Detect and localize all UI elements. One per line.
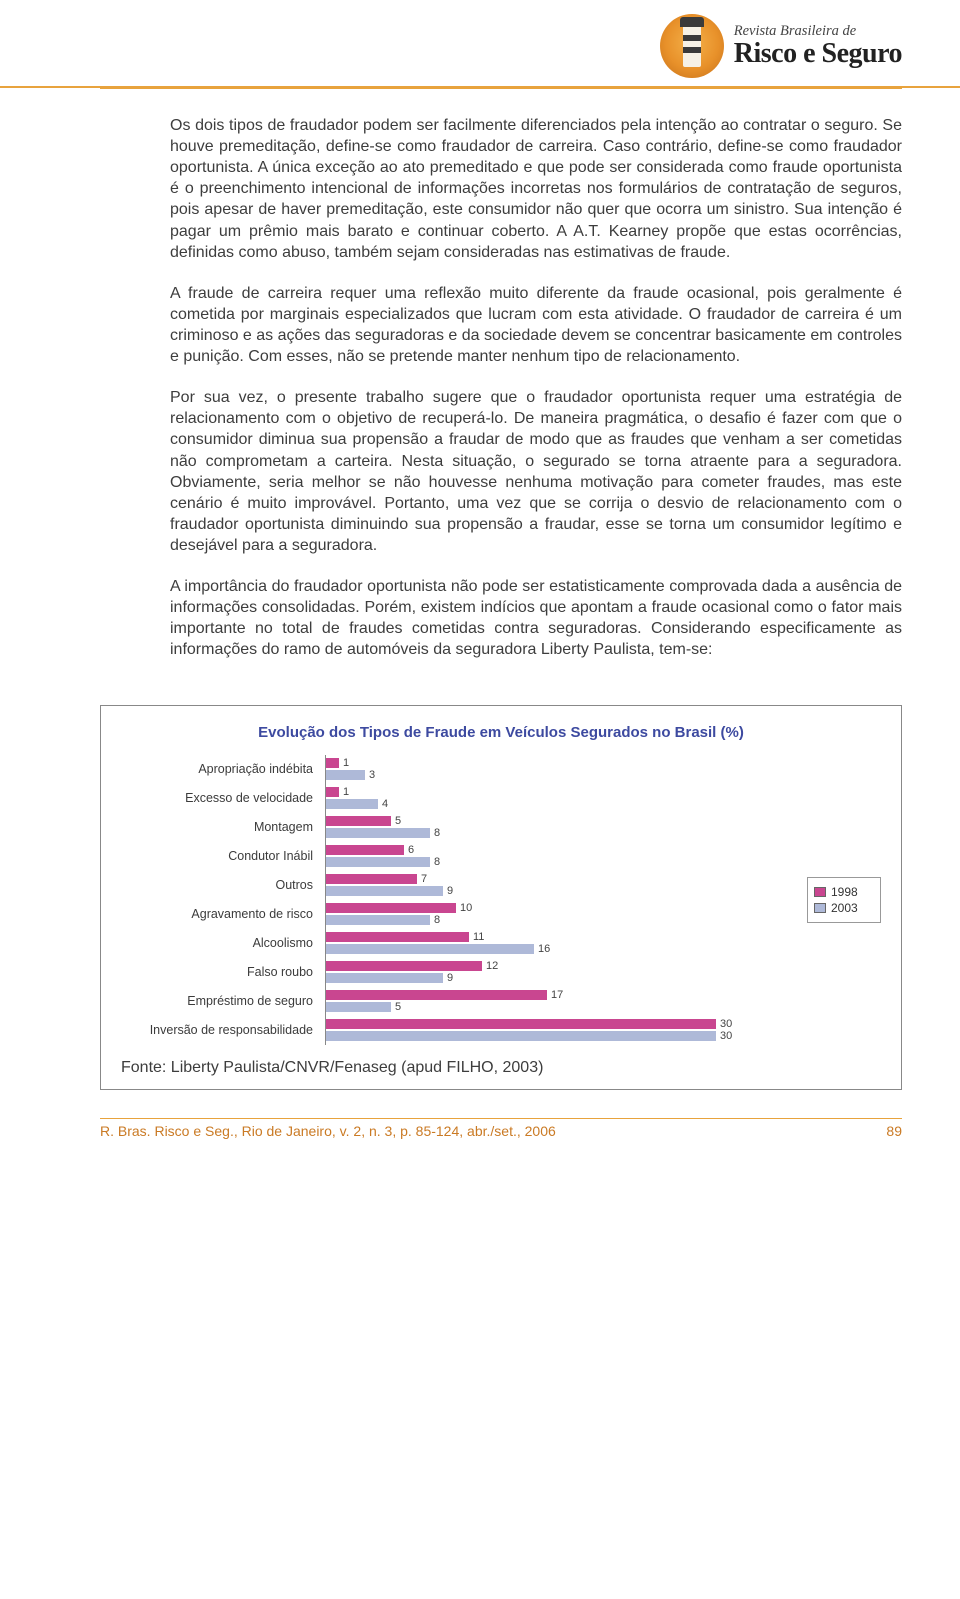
bar-value-label: 8 xyxy=(430,827,440,839)
chart-container: Evolução dos Tipos de Fraude em Veículos… xyxy=(100,705,902,1090)
category-label: Condutor Inábil xyxy=(121,849,319,863)
bar-value-label: 8 xyxy=(430,856,440,868)
bar-1998: 30 xyxy=(326,1019,716,1029)
category-label: Outros xyxy=(121,878,319,892)
bar-value-label: 10 xyxy=(456,902,472,914)
chart-row: Excesso de velocidade14 xyxy=(121,784,799,813)
bar-value-label: 12 xyxy=(482,960,498,972)
category-label: Inversão de responsabilidade xyxy=(121,1023,319,1037)
bar-1998: 17 xyxy=(326,990,547,1000)
bar-value-label: 3 xyxy=(365,769,375,781)
bars-wrap: 108 xyxy=(325,900,799,929)
bars-wrap: 13 xyxy=(325,755,799,784)
bar-value-label: 9 xyxy=(443,972,453,984)
legend-swatch xyxy=(814,903,826,913)
bar-2003: 3 xyxy=(326,770,365,780)
bar-value-label: 11 xyxy=(469,931,484,943)
bar-1998: 6 xyxy=(326,845,404,855)
chart-row: Falso roubo129 xyxy=(121,958,799,987)
bar-value-label: 4 xyxy=(378,798,388,810)
chart-row: Outros79 xyxy=(121,871,799,900)
bar-1998: 11 xyxy=(326,932,469,942)
chart-source: Fonte: Liberty Paulista/CNVR/Fenaseg (ap… xyxy=(121,1059,881,1077)
category-label: Apropriação indébita xyxy=(121,762,319,776)
journal-title: Risco e Seguro xyxy=(734,39,902,68)
bar-value-label: 7 xyxy=(417,873,427,885)
category-label: Montagem xyxy=(121,820,319,834)
bar-value-label: 8 xyxy=(430,914,440,926)
bar-value-label: 5 xyxy=(391,815,401,827)
bars-wrap: 68 xyxy=(325,842,799,871)
paragraph-2: A fraude de carreira requer uma reflexão… xyxy=(170,283,902,367)
legend-label: 1998 xyxy=(831,885,858,899)
body-text: Os dois tipos de fraudador podem ser fac… xyxy=(0,89,960,691)
chart-row: Condutor Inábil68 xyxy=(121,842,799,871)
chart-area: Apropriação indébita13Excesso de velocid… xyxy=(121,755,881,1045)
journal-subtitle: Revista Brasileira de xyxy=(734,24,902,39)
bars-wrap: 14 xyxy=(325,784,799,813)
category-label: Agravamento de risco xyxy=(121,907,319,921)
chart-title: Evolução dos Tipos de Fraude em Veículos… xyxy=(121,724,881,741)
bars-wrap: 58 xyxy=(325,813,799,842)
bar-2003: 9 xyxy=(326,886,443,896)
bar-2003: 30 xyxy=(326,1031,716,1041)
chart-row: Apropriação indébita13 xyxy=(121,755,799,784)
legend-label: 2003 xyxy=(831,901,858,915)
bar-1998: 10 xyxy=(326,903,456,913)
bar-value-label: 6 xyxy=(404,844,414,856)
category-label: Alcoolismo xyxy=(121,936,319,950)
bar-2003: 4 xyxy=(326,799,378,809)
category-label: Excesso de velocidade xyxy=(121,791,319,805)
bars-wrap: 1116 xyxy=(325,929,799,958)
bar-2003: 8 xyxy=(326,915,430,925)
legend-swatch xyxy=(814,887,826,897)
bar-value-label: 9 xyxy=(443,885,453,897)
category-label: Falso roubo xyxy=(121,965,319,979)
bar-value-label: 16 xyxy=(534,943,550,955)
page-header: Revista Brasileira de Risco e Seguro xyxy=(0,0,960,88)
footer-row: R. Bras. Risco e Seg., Rio de Janeiro, v… xyxy=(100,1119,902,1139)
chart-row: Empréstimo de seguro175 xyxy=(121,987,799,1016)
bar-1998: 1 xyxy=(326,758,339,768)
bar-value-label: 5 xyxy=(391,1001,401,1013)
bar-1998: 1 xyxy=(326,787,339,797)
bars-wrap: 3030 xyxy=(325,1016,799,1045)
bar-2003: 5 xyxy=(326,1002,391,1012)
paragraph-1: Os dois tipos de fraudador podem ser fac… xyxy=(170,115,902,263)
bar-value-label: 17 xyxy=(547,989,563,1001)
page-footer: R. Bras. Risco e Seg., Rio de Janeiro, v… xyxy=(0,1118,960,1149)
bar-1998: 5 xyxy=(326,816,391,826)
journal-title-block: Revista Brasileira de Risco e Seguro xyxy=(734,24,902,69)
bars-wrap: 79 xyxy=(325,871,799,900)
lighthouse-icon xyxy=(660,14,724,78)
bars-wrap: 129 xyxy=(325,958,799,987)
paragraph-4: A importância do fraudador oportunista n… xyxy=(170,576,902,660)
bar-2003: 16 xyxy=(326,944,534,954)
bar-value-label: 30 xyxy=(716,1018,732,1030)
chart-row: Inversão de responsabilidade3030 xyxy=(121,1016,799,1045)
chart-row: Alcoolismo1116 xyxy=(121,929,799,958)
journal-logo: Revista Brasileira de Risco e Seguro xyxy=(660,14,902,78)
bar-1998: 7 xyxy=(326,874,417,884)
footer-page-number: 89 xyxy=(886,1123,902,1139)
footer-citation: R. Bras. Risco e Seg., Rio de Janeiro, v… xyxy=(100,1123,556,1139)
chart-legend: 1998 2003 xyxy=(807,877,881,923)
bar-2003: 9 xyxy=(326,973,443,983)
legend-item: 2003 xyxy=(814,901,874,915)
paragraph-3: Por sua vez, o presente trabalho sugere … xyxy=(170,387,902,556)
chart-plot: Apropriação indébita13Excesso de velocid… xyxy=(121,755,799,1045)
category-label: Empréstimo de seguro xyxy=(121,994,319,1008)
chart-row: Montagem58 xyxy=(121,813,799,842)
bar-value-label: 1 xyxy=(339,757,349,769)
bar-2003: 8 xyxy=(326,857,430,867)
bars-wrap: 175 xyxy=(325,987,799,1016)
legend-item: 1998 xyxy=(814,885,874,899)
bar-2003: 8 xyxy=(326,828,430,838)
chart-row: Agravamento de risco108 xyxy=(121,900,799,929)
bar-1998: 12 xyxy=(326,961,482,971)
bar-value-label: 1 xyxy=(339,786,349,798)
bar-value-label: 30 xyxy=(716,1030,732,1042)
